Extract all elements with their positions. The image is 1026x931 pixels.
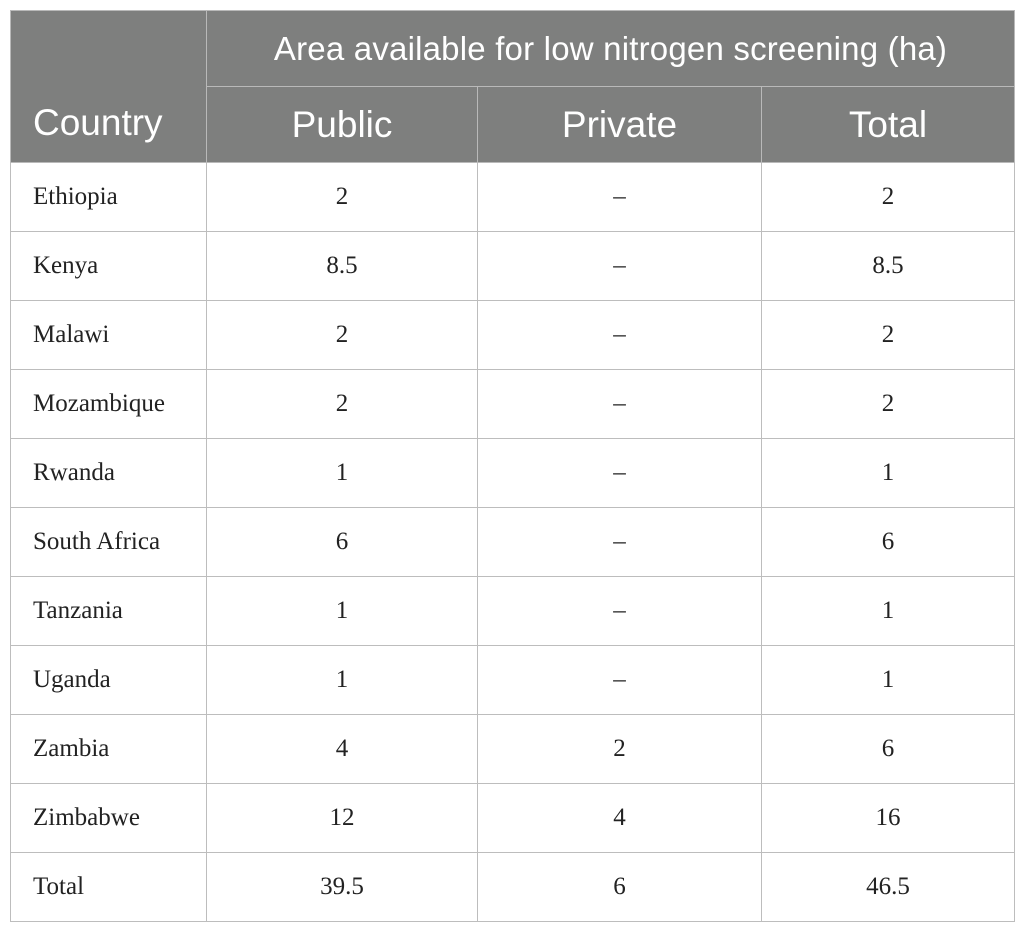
table-row: Uganda 1 – 1 <box>10 645 1016 715</box>
cell-country: South Africa <box>10 507 207 577</box>
header-total: Total <box>760 86 1016 163</box>
cell-total: 1 <box>760 645 1016 715</box>
cell-private: 4 <box>477 783 762 853</box>
table-header: Country Area available for low nitrogen … <box>10 10 1016 163</box>
cell-total: 16 <box>760 783 1016 853</box>
cell-private: – <box>477 162 762 232</box>
cell-public: 1 <box>206 576 478 646</box>
cell-country: Total <box>10 852 207 922</box>
cell-total: 1 <box>760 576 1016 646</box>
cell-total: 6 <box>760 507 1016 577</box>
cell-total: 8.5 <box>760 231 1016 301</box>
table-row: Mozambique 2 – 2 <box>10 369 1016 439</box>
table-row: Tanzania 1 – 1 <box>10 576 1016 646</box>
cell-total: 2 <box>760 162 1016 232</box>
area-table: Country Area available for low nitrogen … <box>10 10 1016 922</box>
cell-private: – <box>477 507 762 577</box>
cell-country: Tanzania <box>10 576 207 646</box>
header-row-group: Country Area available for low nitrogen … <box>10 10 1016 163</box>
cell-private: – <box>477 300 762 370</box>
table-row: Zimbabwe 12 4 16 <box>10 783 1016 853</box>
cell-private: – <box>477 231 762 301</box>
table-row: South Africa 6 – 6 <box>10 507 1016 577</box>
table-row: Malawi 2 – 2 <box>10 300 1016 370</box>
cell-country: Uganda <box>10 645 207 715</box>
cell-total: 2 <box>760 369 1016 439</box>
cell-country: Ethiopia <box>10 162 207 232</box>
cell-private: – <box>477 576 762 646</box>
cell-public: 6 <box>206 507 478 577</box>
cell-public: 2 <box>206 369 478 439</box>
cell-country: Rwanda <box>10 438 207 508</box>
cell-country: Mozambique <box>10 369 207 439</box>
cell-total: 1 <box>760 438 1016 508</box>
cell-country: Zimbabwe <box>10 783 207 853</box>
header-private: Private <box>477 86 762 163</box>
cell-public: 1 <box>206 645 478 715</box>
header-row-sub: Public Private Total <box>11 86 1016 163</box>
cell-public: 4 <box>206 714 478 784</box>
header-public: Public <box>206 86 478 163</box>
cell-public: 2 <box>206 162 478 232</box>
table-row-total: Total 39.5 6 46.5 <box>10 852 1016 922</box>
header-country: Country <box>10 10 207 163</box>
cell-total: 2 <box>760 300 1016 370</box>
table-body: Ethiopia 2 – 2 Kenya 8.5 – 8.5 Malawi 2 … <box>10 162 1016 922</box>
cell-country: Malawi <box>10 300 207 370</box>
cell-public: 12 <box>206 783 478 853</box>
header-area-group: Area available for low nitrogen screenin… <box>205 10 1016 87</box>
cell-public: 1 <box>206 438 478 508</box>
table-container: Country Area available for low nitrogen … <box>10 10 1016 922</box>
cell-total: 6 <box>760 714 1016 784</box>
table-row: Kenya 8.5 – 8.5 <box>10 231 1016 301</box>
cell-private: – <box>477 369 762 439</box>
cell-country: Kenya <box>10 231 207 301</box>
cell-total: 46.5 <box>760 852 1016 922</box>
cell-public: 39.5 <box>206 852 478 922</box>
table-row: Ethiopia 2 – 2 <box>10 162 1016 232</box>
cell-private: – <box>477 438 762 508</box>
cell-public: 2 <box>206 300 478 370</box>
cell-country: Zambia <box>10 714 207 784</box>
cell-private: 6 <box>477 852 762 922</box>
table-row: Rwanda 1 – 1 <box>10 438 1016 508</box>
cell-private: 2 <box>477 714 762 784</box>
table-row: Zambia 4 2 6 <box>10 714 1016 784</box>
cell-private: – <box>477 645 762 715</box>
cell-public: 8.5 <box>206 231 478 301</box>
